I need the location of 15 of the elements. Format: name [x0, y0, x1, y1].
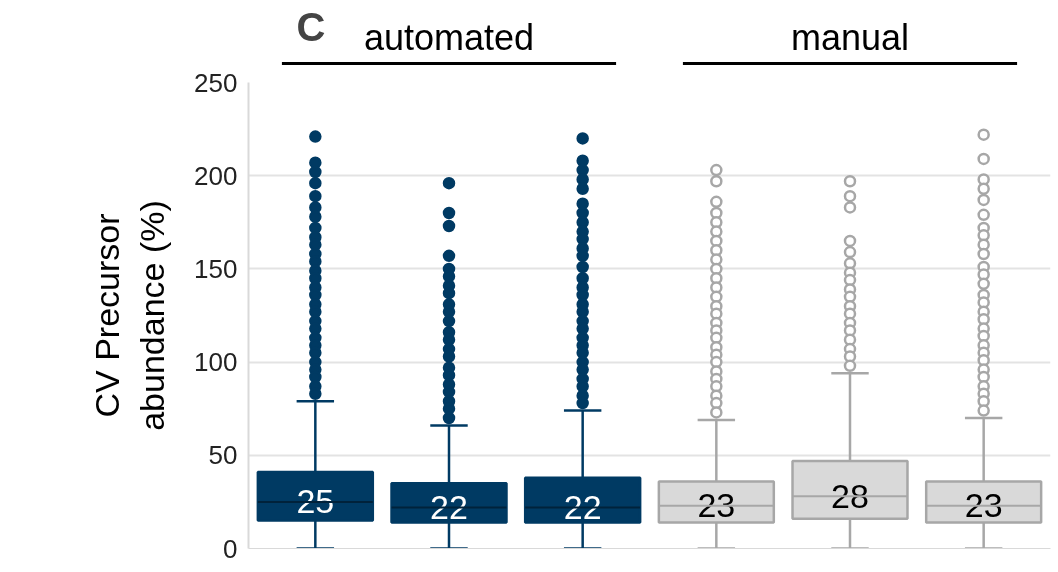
text: manual: [790, 16, 910, 58]
annotation: 22: [430, 487, 468, 526]
y-tick-label: 0: [223, 533, 238, 564]
y-tick-label: 150: [194, 253, 238, 284]
y-tick-label: 50: [208, 440, 238, 471]
y-tick-label: 100: [194, 347, 238, 378]
annotation: 22: [563, 487, 602, 526]
y-axis-title: CV Precursor abundance (%): [87, 200, 172, 431]
annotation: 23: [697, 486, 736, 525]
y-tick-label: 200: [194, 160, 238, 191]
annotation: 28: [831, 476, 869, 515]
annotation: 23: [964, 486, 1003, 525]
text: C: [296, 4, 326, 49]
y-tick-label: 250: [194, 67, 238, 98]
text: automated: [363, 16, 535, 58]
